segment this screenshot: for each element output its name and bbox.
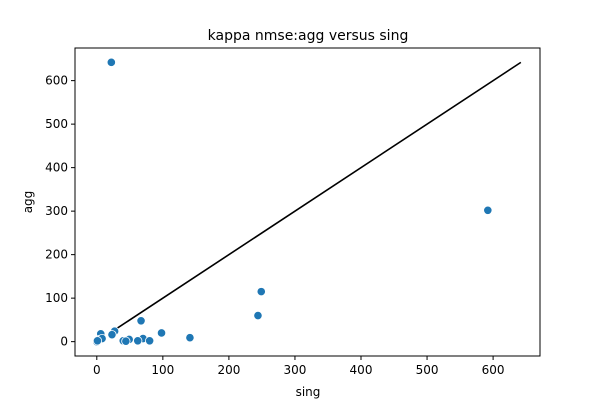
y-tick-label: 300 [45, 204, 68, 218]
scatter-point [133, 336, 143, 346]
scatter-point [106, 57, 116, 67]
x-tick-label: 500 [416, 363, 439, 377]
scatter-point [483, 205, 493, 215]
plot-frame [74, 47, 541, 357]
x-tick-label: 200 [217, 363, 240, 377]
y-tick-label: 400 [45, 161, 68, 175]
x-axis-label: sing [296, 385, 321, 399]
scatter-point [121, 336, 131, 346]
y-tick-label: 100 [45, 291, 68, 305]
scatter-point [256, 287, 266, 297]
reference-line [109, 61, 522, 334]
scatter-point [145, 336, 155, 346]
scatter-point [253, 310, 263, 321]
y-tick-label: 200 [45, 248, 68, 262]
scatter-point [156, 328, 167, 338]
y-tick-label: 500 [45, 117, 68, 131]
scatter-point [107, 330, 117, 340]
y-axis-label: agg [21, 191, 35, 214]
scatter-point [136, 316, 146, 326]
scatter-point [185, 333, 195, 343]
x-tick-label: 0 [93, 363, 101, 377]
y-tick-label: 600 [45, 74, 68, 88]
y-tick-label: 0 [60, 335, 68, 349]
x-tick-label: 400 [350, 363, 373, 377]
chart-title: kappa nmse:agg versus sing [208, 28, 409, 44]
scatter-point [92, 336, 103, 346]
x-tick-label: 100 [151, 363, 174, 377]
x-tick-label: 600 [482, 363, 505, 377]
x-tick-label: 300 [283, 363, 306, 377]
